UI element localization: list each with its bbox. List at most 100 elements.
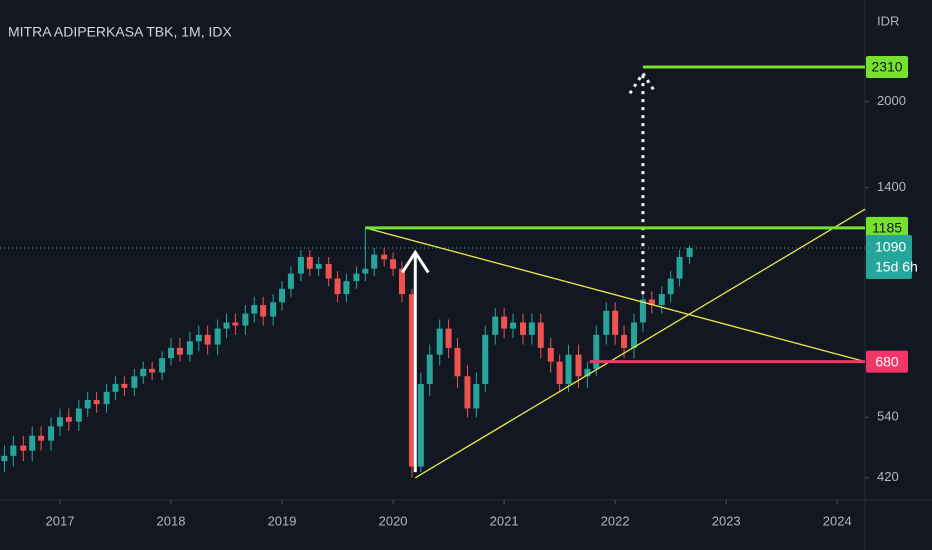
candle-body [260, 305, 267, 317]
last-price-label: 1090 [875, 239, 906, 255]
candle-body [140, 368, 147, 377]
candle-body [603, 310, 610, 335]
chart-title: MITRA ADIPERKASA TBK, 1M, IDX [8, 24, 232, 40]
candle-body [10, 445, 17, 456]
candle-body [149, 368, 156, 373]
candle-body [639, 299, 646, 323]
candle-body [204, 334, 211, 345]
candle-body [84, 399, 91, 409]
candle-body [306, 256, 313, 269]
candle-body [445, 328, 452, 348]
candle-body [38, 435, 45, 441]
candle-body [565, 354, 572, 384]
candle-body [65, 417, 72, 422]
candle-body [93, 399, 100, 405]
candle-body [371, 254, 378, 269]
candle-body [325, 263, 332, 279]
candle-body [75, 408, 82, 422]
candle-body [390, 259, 397, 269]
countdown-label: 15d 6h [875, 259, 918, 275]
last-price-box [866, 234, 912, 279]
candle-body [482, 334, 489, 384]
candle-body [631, 322, 638, 348]
x-tick-label: 2020 [379, 513, 408, 528]
x-tick-label: 2018 [157, 513, 186, 528]
candle-body [593, 334, 600, 369]
candle-body [279, 288, 286, 303]
candle-body [362, 268, 369, 274]
candle-body [103, 391, 110, 405]
candle-body [408, 294, 415, 467]
candle-body [398, 268, 405, 295]
candle-body [131, 376, 138, 388]
candle-body [48, 426, 55, 441]
candle-body [287, 273, 294, 289]
plot [0, 65, 866, 479]
candle-body [297, 256, 304, 274]
candle-body [473, 383, 480, 409]
candle-body [159, 358, 166, 373]
x-tick-label: 2024 [823, 513, 852, 528]
candle-body [556, 361, 563, 384]
candle-body [436, 328, 443, 355]
candle-body [242, 313, 249, 326]
x-tick-label: 2022 [601, 513, 630, 528]
x-tick-label: 2017 [46, 513, 75, 528]
candle-body [612, 310, 619, 335]
candle-body [519, 322, 526, 335]
candle-body [492, 316, 499, 335]
candle-body [621, 334, 628, 348]
candle-body [510, 322, 517, 329]
candle-body [315, 263, 322, 269]
candle-body [334, 278, 341, 295]
candle-body [426, 354, 433, 384]
price-label: 2310 [871, 59, 902, 75]
price-label: 1185 [872, 220, 902, 236]
x-tick-label: 2019 [268, 513, 297, 528]
candle-body [686, 247, 693, 257]
candle-body [195, 334, 202, 342]
candle-body [454, 347, 461, 377]
currency-label: IDR [877, 13, 899, 28]
trendline [414, 208, 866, 479]
price-label-box [866, 216, 908, 239]
candle-body [112, 383, 119, 392]
candle-body [537, 322, 544, 348]
candle-body [232, 322, 239, 326]
y-tick-label: 540 [877, 409, 899, 424]
candle-body [29, 435, 36, 451]
price-label-box [866, 55, 908, 78]
candle-body [176, 347, 183, 355]
x-tick-label: 2023 [712, 513, 741, 528]
candle-body [168, 347, 175, 359]
price-label: 680 [875, 353, 899, 369]
candle-body [381, 254, 388, 260]
y-tick-label: 420 [877, 469, 899, 484]
candle-body [186, 341, 193, 355]
candle-body [353, 273, 360, 282]
price-label-box [866, 350, 908, 373]
candle-body [501, 316, 508, 329]
candle-body [121, 383, 128, 388]
trendline [365, 227, 866, 363]
candle-body [676, 256, 683, 279]
candle-body [1, 455, 8, 462]
candle-body [648, 299, 655, 306]
candle-body [417, 383, 424, 467]
candle-body [464, 376, 471, 409]
candle-body [251, 305, 258, 314]
candle-body [20, 445, 27, 451]
candle-body [575, 354, 582, 377]
candle-body [223, 322, 230, 329]
x-tick-label: 2021 [490, 513, 519, 528]
candle-body [547, 347, 554, 362]
candle-body [528, 322, 535, 335]
candle-body [584, 368, 591, 377]
candle-body [56, 417, 63, 427]
candle-body [270, 302, 277, 317]
candle-body [343, 281, 350, 295]
candle-body [667, 278, 674, 295]
